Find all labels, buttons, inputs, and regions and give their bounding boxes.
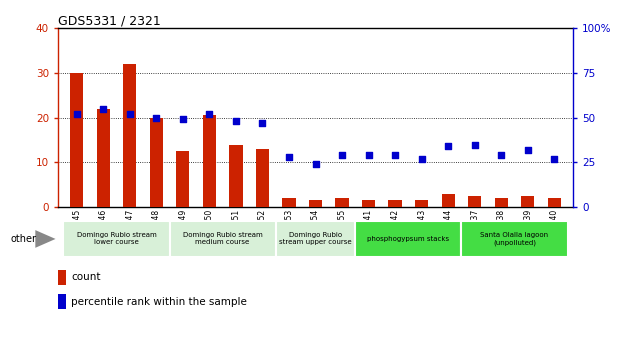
Point [178, 117, 188, 122]
Point [550, 156, 560, 162]
Point [469, 142, 480, 147]
Text: Domingo Rubio stream
lower course: Domingo Rubio stream lower course [76, 233, 156, 245]
Point [204, 111, 215, 117]
Bar [97, 109, 110, 207]
Bar [58, 295, 66, 309]
Bar [70, 73, 83, 207]
Bar [123, 64, 136, 207]
Text: Domingo Rubio stream
medium course: Domingo Rubio stream medium course [183, 233, 262, 245]
Point [337, 153, 347, 158]
Point [390, 153, 400, 158]
Bar [548, 198, 561, 207]
Point [98, 106, 109, 112]
Bar [229, 144, 242, 207]
Text: Santa Olalla lagoon
(unpolluted): Santa Olalla lagoon (unpolluted) [480, 232, 548, 246]
Bar [58, 270, 66, 285]
Bar [170, 221, 276, 257]
Point [310, 161, 321, 167]
Point [151, 115, 162, 120]
Bar [389, 200, 402, 207]
Bar [362, 200, 375, 207]
Point [71, 111, 81, 117]
Bar [442, 194, 455, 207]
Point [363, 153, 374, 158]
Bar [309, 200, 322, 207]
Text: Domingo Rubio
stream upper course: Domingo Rubio stream upper course [279, 233, 352, 245]
Point [231, 119, 241, 124]
Point [443, 143, 453, 149]
Bar [203, 115, 216, 207]
Bar [415, 200, 428, 207]
Point [125, 111, 135, 117]
Bar [495, 198, 508, 207]
Text: phosphogypsum stacks: phosphogypsum stacks [367, 236, 449, 242]
Bar [276, 221, 355, 257]
Bar [468, 196, 481, 207]
Bar [461, 221, 568, 257]
Point [257, 120, 268, 126]
Bar [63, 221, 170, 257]
Text: percentile rank within the sample: percentile rank within the sample [71, 297, 247, 307]
Bar [336, 198, 349, 207]
Text: other: other [11, 234, 37, 244]
Bar [355, 221, 461, 257]
Point [496, 153, 506, 158]
Text: GDS5331 / 2321: GDS5331 / 2321 [58, 14, 161, 27]
Bar [176, 151, 189, 207]
Bar [282, 198, 295, 207]
Text: count: count [71, 272, 100, 282]
Bar [150, 118, 163, 207]
Bar [521, 196, 534, 207]
Polygon shape [35, 230, 56, 248]
Point [416, 156, 427, 162]
Point [284, 154, 294, 160]
Point [522, 147, 533, 153]
Bar [256, 149, 269, 207]
